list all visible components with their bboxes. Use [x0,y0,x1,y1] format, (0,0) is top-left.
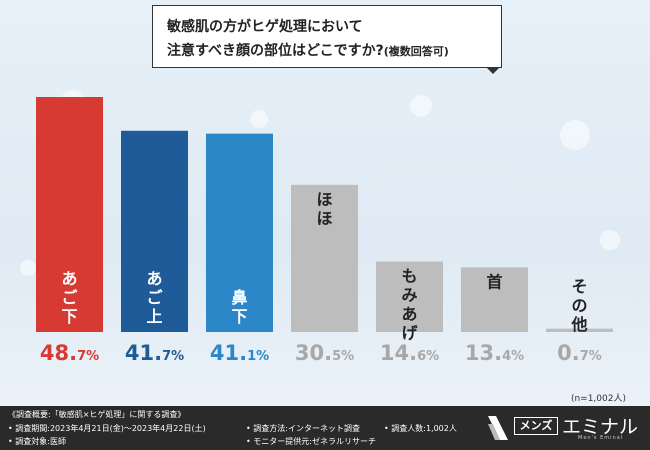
bar-label-4: もみあげ [401,267,418,343]
logo-mark-icon [488,416,508,440]
bar-label-5: 首 [486,272,502,291]
survey-target: • 調査対象:医師 [8,437,66,446]
bar-label-2: 鼻下 [231,288,247,326]
bar-2 [206,133,273,332]
bar-label-3: ほほ [316,190,332,228]
chart-title-line2: 注意すべき顔の部位はどこですか?(複数回答可) [167,40,449,60]
survey-period: • 調査期間:2023年4月21日(金)〜2023年4月22日(土) [8,424,206,433]
snowflake-decoration [560,120,590,150]
bar-label-6: その他 [570,277,587,334]
snowflake-decoration [410,95,432,117]
value-label-1: 41.7% [125,341,184,365]
value-label-0: 48.7% [40,341,99,365]
bar-1 [121,130,188,332]
bar-6 [546,328,613,332]
speech-bubble-tail [486,67,500,74]
survey-count: • 調査人数:1,002人 [384,424,457,433]
bar-3 [291,184,358,332]
survey-method: • 調査方法:インターネット調査 [246,424,360,433]
chart-title-line1: 敏感肌の方がヒゲ処理において [167,19,363,35]
bar-label-1: あご上 [146,269,162,326]
bar-0 [36,97,103,332]
snowflake-decoration [600,230,620,250]
chart-title-main: 注意すべき顔の部位はどこですか? [167,43,384,59]
snowflake-decoration [250,110,268,128]
value-label-3: 30.5% [295,341,354,365]
snowflake-decoration [20,260,36,276]
sample-size-note: (n=1,002人) [570,394,626,404]
brand-logo: メンズ エミナル Men's Eminal [486,410,646,446]
survey-provider: • モニター提供元:ゼネラルリサーチ [246,437,376,446]
logo-subtext: Men's Eminal [578,435,624,441]
value-label-4: 14.6% [380,341,439,365]
logo-mens-text: メンズ [514,417,558,435]
value-label-6: 0.7% [557,341,602,365]
survey-heading: 《調査概要:「敏感肌×ヒゲ処理」に関する調査》 [8,410,186,419]
bar-label-0: あご下 [61,269,77,326]
survey-footer: 《調査概要:「敏感肌×ヒゲ処理」に関する調査》 • 調査期間:2023年4月21… [0,406,650,450]
bar-5 [461,267,528,332]
value-label-2: 41.1% [210,341,269,365]
chart-title-box: 敏感肌の方がヒゲ処理において 注意すべき顔の部位はどこですか?(複数回答可) [152,5,502,68]
logo-brand-text: エミナル [562,416,639,438]
value-label-5: 13.4% [465,341,524,365]
chart-title-note: (複数回答可) [383,45,449,58]
bar-4 [376,261,443,332]
